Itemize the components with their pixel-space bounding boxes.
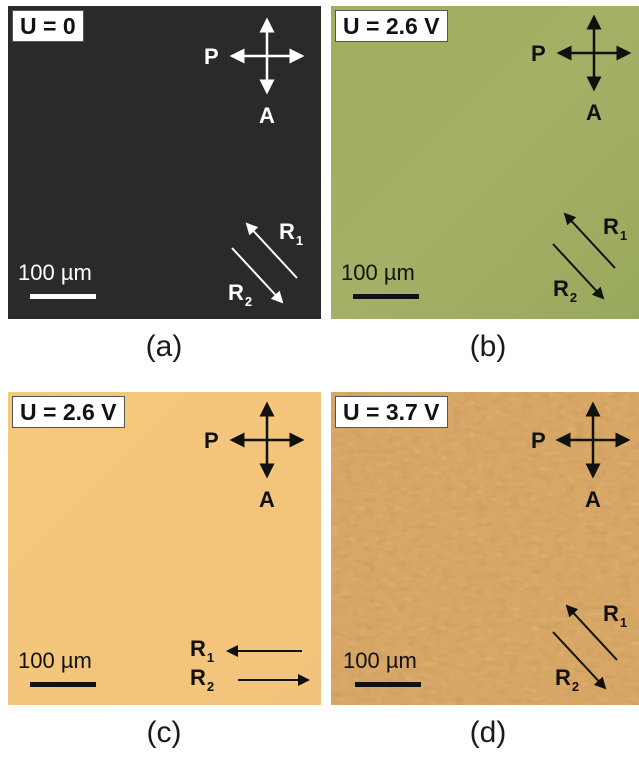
voltage-label-d: U = 3.7 V xyxy=(335,396,448,428)
scale-bar-c xyxy=(30,682,96,687)
voltage-label-c: U = 2.6 V xyxy=(12,396,125,428)
polarizer-label-b: P xyxy=(531,41,546,66)
micrograph-background-d xyxy=(331,392,639,705)
caption-b: (b) xyxy=(469,330,507,363)
rubbing-direction-arrows-icon xyxy=(226,645,310,686)
scale-bar-label-a: 100 µm xyxy=(18,260,92,285)
polarizer-analyzer-cross-icon xyxy=(555,401,631,479)
analyzer-label-b: A xyxy=(586,100,602,125)
arrows-overlay-a xyxy=(229,17,305,304)
polarizer-label-c: P xyxy=(204,428,219,453)
rubbing-label-r2-c: R2 xyxy=(190,665,215,695)
arrows-overlay-b xyxy=(552,14,632,300)
rubbing-label-r1-d: R1 xyxy=(603,601,628,631)
polarizer-label-d: P xyxy=(531,428,546,453)
voltage-label-b: U = 2.6 V xyxy=(335,10,448,42)
caption-c: (c) xyxy=(146,716,182,749)
micrograph-background-c xyxy=(8,392,321,705)
analyzer-label-d: A xyxy=(585,487,601,512)
scale-bar-label-c: 100 µm xyxy=(18,648,92,673)
micrograph-background-a xyxy=(8,6,321,319)
caption-d: (d) xyxy=(469,716,507,749)
micrograph-background-b xyxy=(331,6,639,319)
rubbing-direction-arrows-icon xyxy=(552,604,618,690)
scale-bar-d xyxy=(355,682,421,687)
polarizer-label-a: P xyxy=(204,44,219,69)
rubbing-label-r1-a: R1 xyxy=(279,219,304,249)
micrograph-panel-d: U = 3.7 V P A R1 R2 100 µm xyxy=(331,392,639,705)
rubbing-label-r2-a: R2 xyxy=(228,280,253,310)
micrograph-panel-a: U = 0 P A R1 R2 100 µm xyxy=(8,6,321,319)
polarizer-analyzer-cross-icon xyxy=(229,401,305,479)
rubbing-direction-arrows-icon xyxy=(231,222,298,304)
polarizer-analyzer-cross-icon xyxy=(556,14,632,92)
scale-bar-label-d: 100 µm xyxy=(343,648,417,673)
arrows-overlay-d xyxy=(552,401,631,690)
rubbing-label-r1-b: R1 xyxy=(603,214,628,244)
voltage-label-a: U = 0 xyxy=(12,10,84,42)
scale-bar-a xyxy=(30,294,96,299)
rubbing-label-r2-d: R2 xyxy=(555,665,580,695)
analyzer-label-a: A xyxy=(259,103,275,128)
rubbing-label-r1-c: R1 xyxy=(190,636,215,666)
rubbing-direction-arrows-icon xyxy=(552,212,616,300)
arrows-overlay-c xyxy=(226,401,310,686)
rubbing-label-r2-b: R2 xyxy=(553,276,578,306)
scale-bar-b xyxy=(353,294,419,299)
scale-bar-label-b: 100 µm xyxy=(341,260,415,285)
caption-a: (a) xyxy=(145,330,183,363)
micrograph-panel-c: U = 2.6 V P A R1 R2 100 µm xyxy=(8,392,321,705)
analyzer-label-c: A xyxy=(259,487,275,512)
micrograph-panel-b: U = 2.6 V P A R1 R2 100 µm xyxy=(331,6,639,319)
polarizer-analyzer-cross-icon xyxy=(229,17,305,95)
